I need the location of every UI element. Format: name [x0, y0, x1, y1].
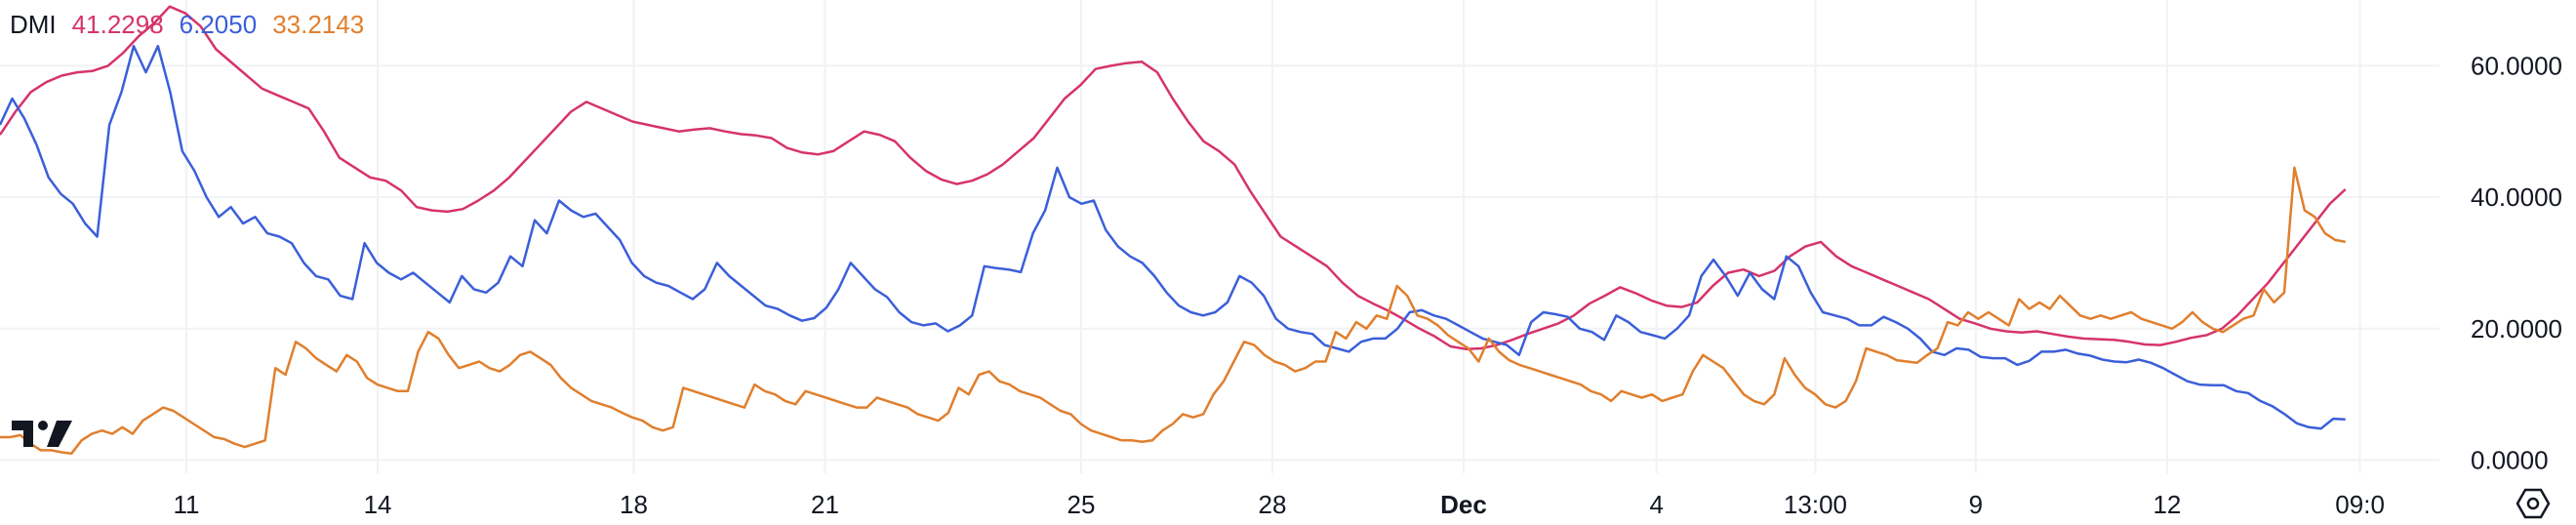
x-tick-label: 11 [174, 490, 200, 519]
series-line-adx [0, 5, 2347, 350]
x-tick-label: 13:00 [1784, 490, 1847, 519]
x-axis: 11 14 18 21 25 28 Dec 4 13:00 9 12 09:0 [174, 490, 2385, 519]
x-tick-label: 21 [811, 490, 839, 519]
series-line-di [0, 166, 2346, 456]
y-tick-label: 60.0000 [2471, 51, 2562, 80]
plus-di-legend-value: 6.2050 [179, 10, 258, 39]
series-line-di [0, 44, 2346, 430]
tradingview-logo-icon[interactable] [12, 418, 74, 449]
chart-grid [0, 0, 2439, 473]
x-tick-label: 9 [1969, 490, 1983, 519]
y-tick-label: 0.0000 [2471, 446, 2549, 475]
x-tick-label: 4 [1649, 490, 1663, 519]
x-tick-label: 12 [2153, 490, 2181, 519]
chart-series [0, 5, 2347, 456]
x-tick-label: 28 [1259, 490, 1287, 519]
adx-legend-value: 41.2298 [71, 10, 164, 39]
y-tick-label: 20.0000 [2471, 314, 2562, 343]
x-tick-label: 25 [1067, 490, 1096, 519]
x-tick-label: 14 [364, 490, 392, 519]
y-axis: 60.0000 40.0000 20.0000 0.0000 [2471, 51, 2562, 474]
hexagon-settings-icon[interactable] [2516, 486, 2551, 521]
x-tick-label: Dec [1440, 490, 1487, 519]
minus-di-legend-value: 33.2143 [272, 10, 365, 39]
x-tick-label: 18 [620, 490, 648, 519]
indicator-name: DMI [10, 10, 57, 39]
x-tick-label: 09:0 [2335, 490, 2385, 519]
indicator-legend[interactable]: DMI 41.2298 6.2050 33.2143 [10, 10, 380, 40]
y-tick-label: 40.0000 [2471, 182, 2562, 212]
